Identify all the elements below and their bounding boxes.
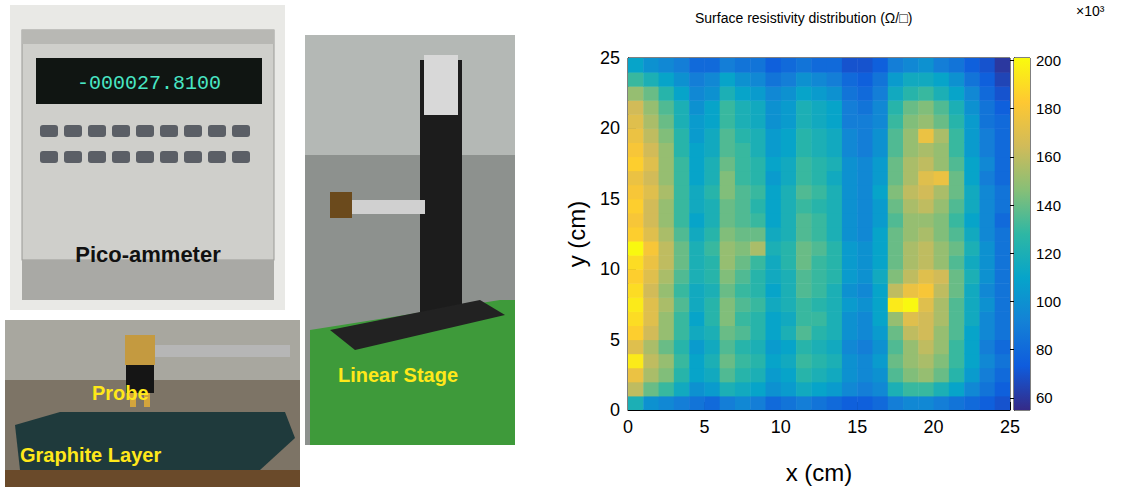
svg-text:-000027.8100: -000027.8100 <box>77 72 221 95</box>
svg-text:140: 140 <box>1036 197 1061 214</box>
svg-text:x (cm): x (cm) <box>786 459 853 486</box>
svg-text:Linear Stage: Linear Stage <box>338 364 458 386</box>
svg-text:Probe: Probe <box>92 382 149 404</box>
svg-text:Surface resistivity distributi: Surface resistivity distribution (Ω/□) <box>695 10 912 26</box>
svg-text:25: 25 <box>600 48 620 68</box>
svg-text:20: 20 <box>600 118 620 138</box>
svg-text:15: 15 <box>847 417 867 437</box>
svg-text:60: 60 <box>1036 389 1053 406</box>
svg-text:10: 10 <box>600 259 620 279</box>
svg-text:Graphite Layer: Graphite Layer <box>20 444 161 466</box>
svg-text:×10³: ×10³ <box>1076 3 1105 19</box>
svg-text:y (cm): y (cm) <box>563 201 590 268</box>
svg-text:0: 0 <box>623 417 633 437</box>
svg-text:120: 120 <box>1036 245 1061 262</box>
svg-text:160: 160 <box>1036 148 1061 165</box>
svg-text:5: 5 <box>610 330 620 350</box>
svg-text:20: 20 <box>924 417 944 437</box>
svg-text:0: 0 <box>610 400 620 420</box>
svg-text:180: 180 <box>1036 100 1061 117</box>
svg-text:5: 5 <box>699 417 709 437</box>
svg-text:25: 25 <box>1000 417 1020 437</box>
svg-text:15: 15 <box>600 189 620 209</box>
svg-text:100: 100 <box>1036 293 1061 310</box>
svg-text:200: 200 <box>1036 52 1061 69</box>
svg-text:Pico-ammeter: Pico-ammeter <box>75 242 221 267</box>
svg-text:10: 10 <box>771 417 791 437</box>
svg-text:80: 80 <box>1036 341 1053 358</box>
